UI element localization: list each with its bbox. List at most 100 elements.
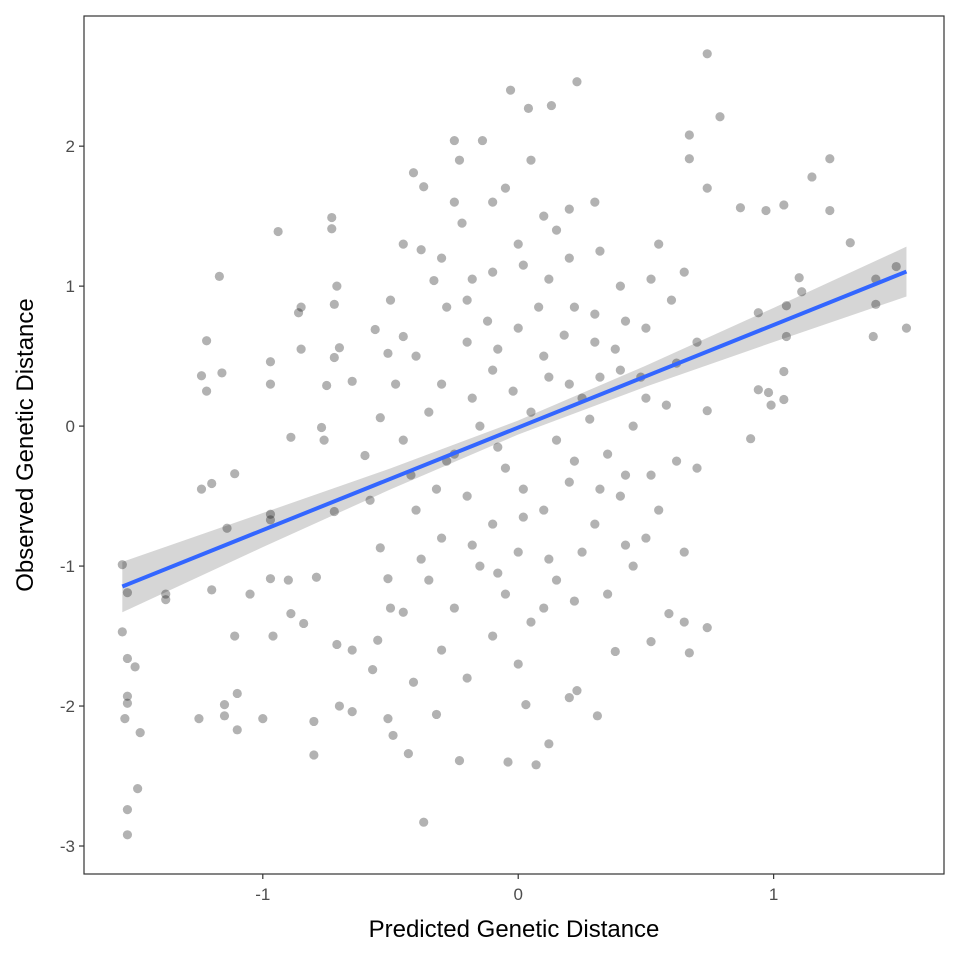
data-point [539, 211, 549, 221]
data-point [503, 757, 513, 767]
data-point [482, 316, 493, 326]
data-point [268, 631, 278, 641]
data-point [385, 603, 396, 613]
data-point [207, 585, 217, 595]
points-layer [117, 49, 912, 840]
data-point [544, 274, 554, 284]
data-point [488, 267, 498, 277]
data-point [383, 348, 393, 358]
data-point [779, 394, 789, 405]
data-point [419, 817, 429, 827]
data-point [595, 372, 605, 382]
data-point [781, 301, 792, 311]
data-point [692, 463, 702, 473]
data-point [901, 323, 912, 333]
data-point [610, 344, 620, 354]
data-point [661, 400, 671, 410]
y-axis-title: Observed Genetic Distance [12, 298, 39, 591]
data-point [161, 595, 171, 605]
data-point [467, 274, 477, 284]
data-point [265, 574, 276, 584]
data-point [766, 400, 776, 410]
y-tick-label: 0 [66, 417, 75, 436]
data-point [286, 609, 296, 619]
data-point [332, 639, 342, 650]
data-point [671, 456, 682, 466]
data-point [462, 673, 472, 683]
data-point [603, 589, 613, 599]
data-point [679, 617, 689, 627]
data-point [296, 302, 306, 312]
data-point [436, 379, 447, 389]
data-point [603, 449, 613, 459]
data-point [526, 407, 536, 417]
data-point [309, 750, 319, 760]
data-point [467, 393, 477, 403]
data-point [666, 295, 677, 305]
data-point [449, 197, 459, 207]
data-point [513, 659, 523, 669]
data-point [265, 509, 276, 519]
data-point [442, 302, 452, 312]
data-point [572, 686, 582, 696]
data-point [641, 323, 651, 333]
data-point [219, 711, 230, 721]
data-point [702, 49, 712, 59]
data-point [424, 575, 434, 585]
data-point [370, 324, 380, 335]
data-point [230, 631, 240, 641]
data-point [217, 368, 227, 378]
data-point [411, 351, 421, 361]
data-point [493, 442, 503, 452]
data-point [500, 589, 511, 599]
data-point [416, 245, 426, 255]
data-point [398, 239, 408, 249]
data-point [232, 725, 242, 735]
data-point [316, 422, 327, 433]
data-point [373, 635, 383, 645]
data-point [398, 435, 408, 445]
data-point [449, 603, 459, 613]
data-point [518, 484, 528, 494]
panel-border [83, 15, 945, 875]
data-point [595, 484, 605, 494]
data-point [117, 560, 127, 570]
data-point [327, 224, 337, 234]
data-point [534, 302, 544, 312]
data-point [871, 299, 881, 309]
data-point [327, 212, 337, 223]
data-point [551, 225, 562, 235]
data-point [564, 204, 574, 214]
data-point [408, 168, 419, 178]
data-point [477, 135, 488, 146]
data-point [779, 366, 789, 377]
data-point [526, 617, 536, 627]
data-point [475, 421, 485, 431]
data-point [493, 568, 503, 578]
data-point [457, 218, 467, 228]
data-point [133, 784, 143, 794]
data-point [825, 205, 835, 216]
data-point [319, 435, 329, 445]
data-point [368, 665, 378, 675]
data-point [286, 432, 296, 442]
data-point [797, 287, 807, 297]
data-point [120, 714, 130, 724]
data-point [454, 756, 465, 766]
data-point [273, 226, 283, 237]
data-point [539, 505, 549, 515]
data-point [431, 709, 442, 720]
data-point [807, 172, 817, 182]
data-point [551, 435, 562, 445]
data-point [763, 387, 774, 398]
data-point [309, 716, 319, 727]
data-point [488, 631, 498, 641]
data-point [715, 112, 725, 122]
data-point [679, 267, 689, 277]
data-point [825, 154, 835, 164]
data-point [265, 357, 276, 367]
data-point [702, 623, 712, 633]
data-point [467, 540, 477, 550]
y-axis: -3 -2 -1 0 1 2 [60, 137, 84, 856]
data-point [518, 260, 528, 270]
